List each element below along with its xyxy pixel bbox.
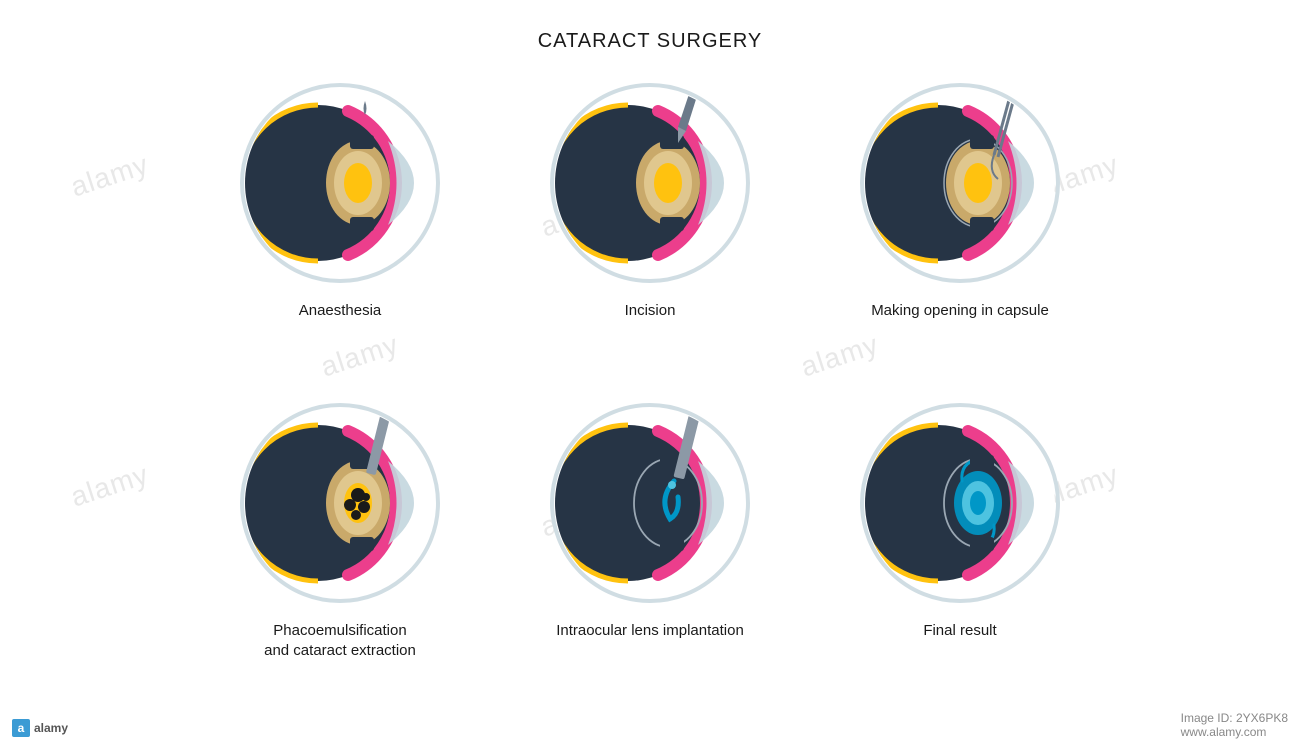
diagram-title: CATARACT SURGERY [538, 30, 763, 53]
eye-diagram-incision [550, 83, 750, 283]
eye-diagram-phaco [240, 403, 440, 603]
eye-diagram-iol-implant [550, 403, 750, 603]
step-final-result: Final result [810, 403, 1110, 693]
step-iol-implantation: Intraocular lens implantation [500, 403, 800, 693]
watermark: alamy [67, 148, 153, 203]
step-caption: Phacoemulsificationand cataract extracti… [264, 621, 416, 662]
eye-diagram-capsule-opening [860, 83, 1060, 283]
step-caption: Making opening in capsule [871, 301, 1049, 321]
stock-logo-icon: a [12, 719, 30, 737]
watermark: alamy [67, 458, 153, 513]
stock-image-id: Image ID: 2YX6PK8 www.alamy.com [1181, 711, 1288, 739]
stock-logo: a alamy [12, 719, 68, 737]
stock-logo-text: alamy [34, 721, 68, 735]
step-caption: Incision [625, 301, 676, 321]
eye-diagram-final [860, 403, 1060, 603]
eye-diagram-anaesthesia [240, 83, 440, 283]
steps-grid: Anaesthesia [190, 83, 1110, 693]
step-caption: Intraocular lens implantation [556, 621, 744, 641]
step-capsule-opening: Making opening in capsule [810, 83, 1110, 373]
step-caption: Final result [923, 621, 996, 641]
step-incision: Incision [500, 83, 800, 373]
step-anaesthesia: Anaesthesia [190, 83, 490, 373]
step-caption: Anaesthesia [299, 301, 382, 321]
step-phacoemulsification: Phacoemulsificationand cataract extracti… [190, 403, 490, 693]
